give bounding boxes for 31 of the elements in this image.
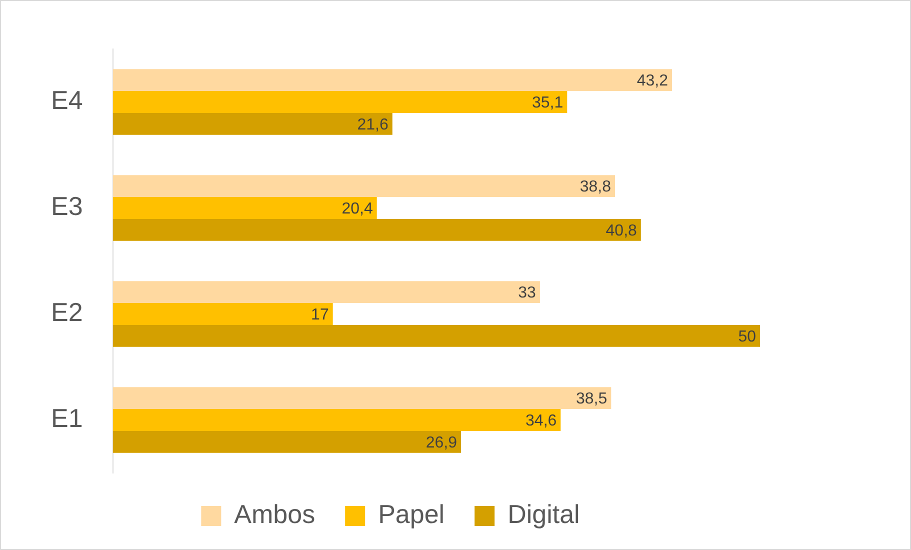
y-tick-label: E3: [50, 191, 83, 222]
data-label: 33: [518, 284, 536, 302]
data-label: 38,8: [580, 178, 612, 196]
data-label: 50: [738, 328, 756, 346]
bar: [112, 218, 641, 241]
data-label: 38,5: [576, 390, 608, 408]
data-label: 17: [311, 306, 329, 324]
data-label: 34,6: [526, 412, 557, 430]
bar: [112, 409, 561, 431]
legend-label: Digital: [508, 499, 580, 530]
bar: [112, 197, 377, 219]
bar: [112, 91, 568, 113]
bar: [112, 69, 672, 92]
bar: [112, 175, 616, 198]
y-tick-label: E1: [50, 403, 83, 434]
bar: [112, 387, 612, 410]
data-label: 35,1: [532, 94, 564, 112]
y-tick-label: E2: [50, 297, 83, 328]
data-label: 40,8: [606, 222, 638, 240]
data-label: 43,2: [636, 72, 668, 90]
bar: [112, 112, 392, 135]
legend-label: Ambos: [234, 499, 316, 530]
bar: [112, 430, 461, 453]
data-label: 20,4: [342, 200, 373, 218]
data-label: 21,6: [357, 116, 388, 134]
y-tick-label: E4: [50, 85, 83, 116]
legend-label: Papel: [378, 499, 445, 530]
bar: [112, 303, 333, 325]
bar: [112, 281, 540, 304]
data-label: 26,9: [426, 434, 458, 452]
bar: [112, 324, 760, 347]
